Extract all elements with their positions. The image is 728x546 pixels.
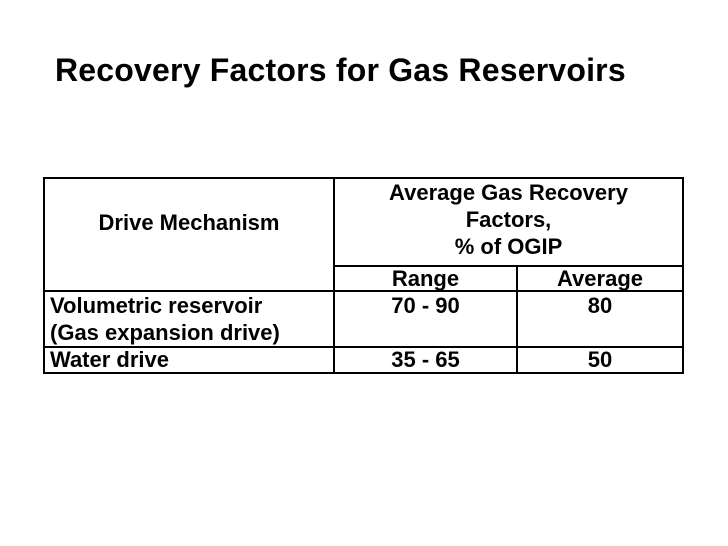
header-cell-gas-recovery-group: Average Gas Recovery Factors, % of OGIP [333, 177, 684, 267]
table-row-volumetric: Volumetric reservoir (Gas expansion driv… [43, 290, 684, 348]
cell-range-volumetric: 70 - 90 [333, 290, 518, 348]
cell-average-volumetric: 80 [516, 290, 684, 348]
drive-mechanism-label: Drive Mechanism [98, 209, 280, 235]
header-cell-average: Average [516, 265, 684, 292]
table-row-water-drive: Water drive 35 - 65 50 [43, 346, 684, 374]
cell-mechanism-volumetric: Volumetric reservoir (Gas expansion driv… [43, 290, 335, 348]
header-row-sub: Range Average [44, 265, 684, 292]
slide-title: Recovery Factors for Gas Reservoirs [55, 52, 626, 88]
header-cell-drive-mechanism: Drive Mechanism [43, 177, 335, 292]
recovery-factors-table: Drive Mechanism Average Gas Recovery Fac… [43, 177, 684, 374]
cell-average-water-drive: 50 [516, 346, 684, 374]
cell-range-water-drive: 35 - 65 [333, 346, 518, 374]
cell-mechanism-water-drive: Water drive [43, 346, 335, 374]
header-row-group: Drive Mechanism Average Gas Recovery Fac… [43, 177, 684, 292]
header-cell-range: Range [333, 265, 518, 292]
